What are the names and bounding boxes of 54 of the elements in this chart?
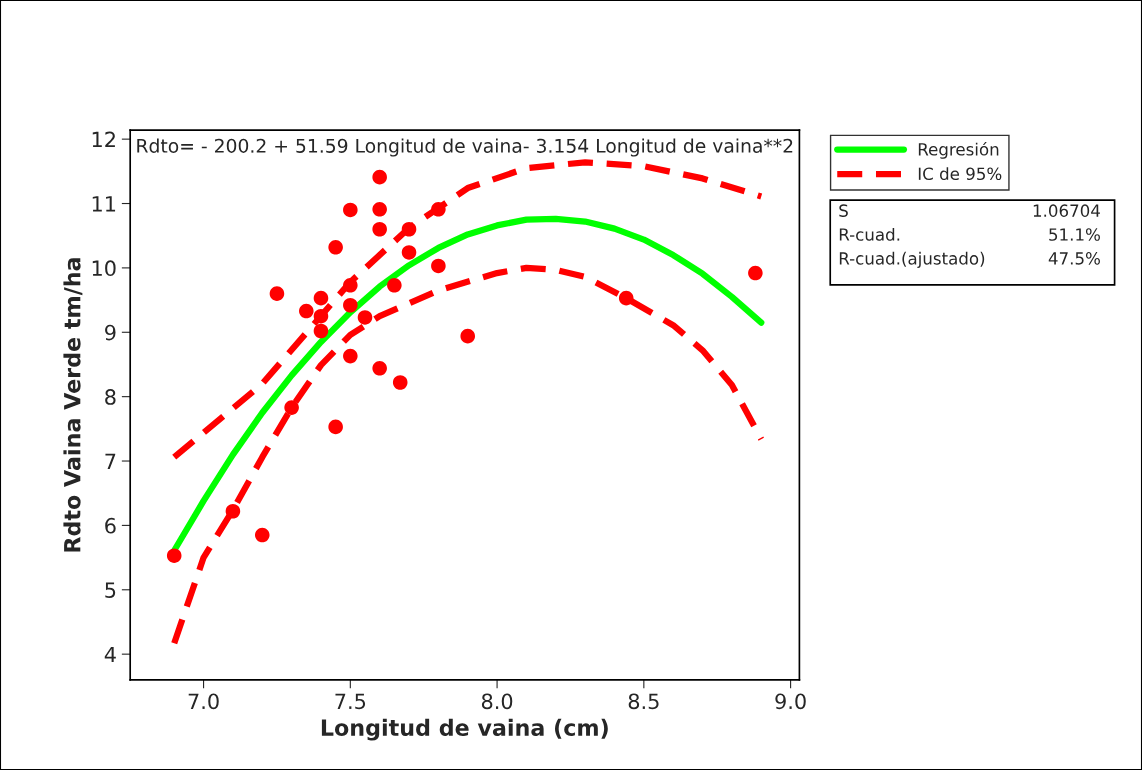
- y-tick-label: 6: [105, 517, 116, 534]
- point: [372, 202, 387, 217]
- annotation: Rdto= - 200.2 + 51.59 Longitud de vaina- 3.154 Longitud de vaina**2: [137, 138, 793, 157]
- x-tick-label: 9.0: [775, 693, 806, 710]
- point: [372, 221, 387, 237]
- x-tick-label: 8.5: [628, 693, 659, 710]
- text: R-cuad.: [839, 227, 900, 241]
- point: [372, 169, 387, 185]
- point: [299, 303, 314, 319]
- point: [401, 221, 417, 237]
- text: S: [839, 204, 848, 217]
- point: [618, 290, 634, 306]
- point: [401, 245, 417, 260]
- x-axis-title: Longitud de vaina (cm): [321, 718, 608, 741]
- point: [343, 278, 358, 293]
- point: [313, 290, 329, 306]
- point: [343, 348, 358, 364]
- y-tick-label: 7: [105, 453, 116, 469]
- x-tick-label: 7.0: [188, 693, 219, 710]
- point: [166, 548, 182, 563]
- point: [313, 323, 329, 339]
- y-axis-title: Rdto Vaina Verde tm/ha: [63, 258, 83, 552]
- point: [387, 278, 402, 293]
- point: [225, 503, 241, 519]
- point: [254, 527, 270, 543]
- legend-label: Regresión: [918, 142, 999, 159]
- y-tick-label: 8: [105, 389, 116, 405]
- point: [284, 400, 299, 415]
- text: R-cuad.(ajustado): [839, 251, 985, 268]
- y-tick-label: 4: [104, 646, 116, 663]
- y-tick-label: 10: [92, 260, 116, 277]
- point: [431, 258, 446, 274]
- y-tick-label: 5: [105, 582, 116, 598]
- text: 51.1%: [1049, 228, 1100, 241]
- point: [372, 361, 387, 376]
- point: [460, 328, 476, 344]
- x-tick-label: 8.0: [481, 693, 513, 710]
- y-tick-label: 11: [92, 196, 116, 212]
- point: [328, 240, 343, 255]
- point: [431, 202, 446, 217]
- point: [343, 202, 358, 218]
- point: [313, 308, 329, 324]
- point: [328, 419, 343, 435]
- point: [392, 375, 408, 390]
- point: [357, 310, 373, 325]
- y-tick-label: 9: [105, 324, 116, 341]
- point: [269, 286, 285, 301]
- x-tick-label: 7.5: [335, 693, 366, 710]
- text: 47.5%: [1048, 252, 1100, 265]
- y-tick-label: 12: [92, 131, 115, 148]
- text: 1.06704: [1033, 204, 1100, 217]
- point: [343, 297, 358, 313]
- point: [748, 265, 763, 281]
- legend-label: IC de 95%: [918, 167, 1002, 181]
